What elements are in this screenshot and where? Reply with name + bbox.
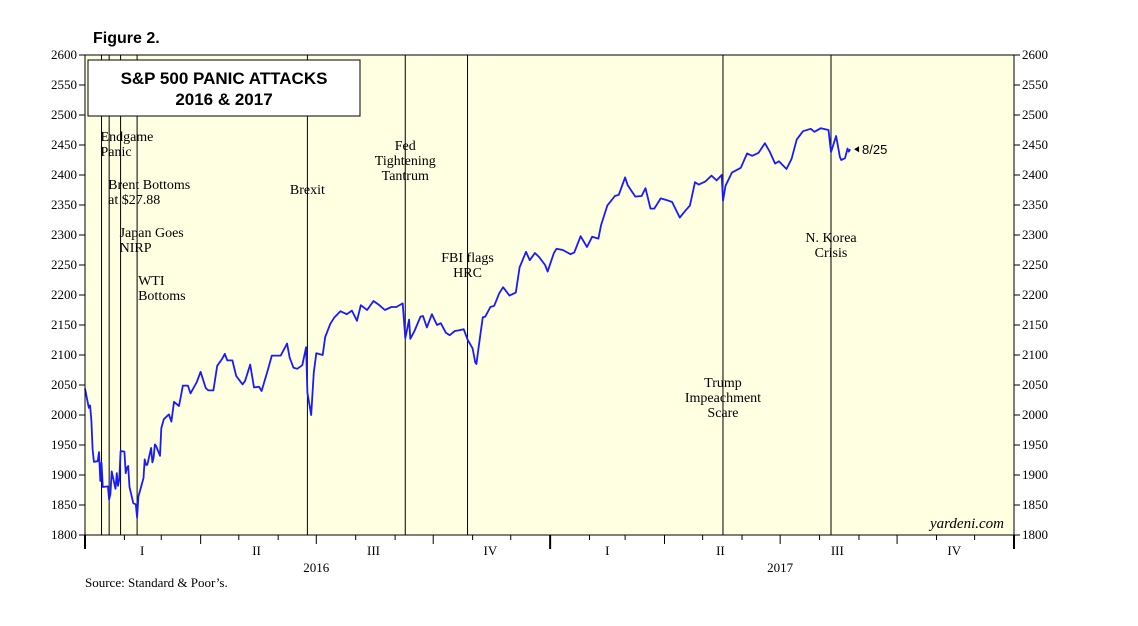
event-label-line: Endgame xyxy=(101,130,154,145)
event-label-line: Scare xyxy=(707,406,738,421)
y-tick-label-left: 2600 xyxy=(51,47,77,62)
y-tick-label-left: 2300 xyxy=(51,227,77,242)
y-tick-label-left: 2200 xyxy=(51,287,77,302)
event-label: Brent Bottoms at $27.88 xyxy=(108,178,190,208)
event-label: Japan Goes NIRP xyxy=(120,226,184,256)
watermark: yardeni.com xyxy=(928,516,1004,532)
event-label-line: HRC xyxy=(453,266,482,281)
event-label-line: Panic xyxy=(101,145,132,160)
event-label: Endgame Panic xyxy=(101,130,154,160)
y-tick-label-left: 1950 xyxy=(51,437,77,452)
chart-title-line-1: S&P 500 PANIC ATTACKS xyxy=(121,69,328,88)
event-label-line: Tightening xyxy=(375,154,436,169)
event-label-line: Brexit xyxy=(290,183,325,198)
y-tick-label-left: 2400 xyxy=(51,167,77,182)
y-tick-label-left: 2500 xyxy=(51,107,77,122)
y-tick-label-right: 2350 xyxy=(1022,197,1048,212)
y-tick-label-left: 2100 xyxy=(51,347,77,362)
end-marker xyxy=(854,146,860,153)
x-quarter-label: I xyxy=(140,543,144,558)
y-tick-label-left: 2250 xyxy=(51,257,77,272)
x-year-label: 2016 xyxy=(303,560,330,575)
event-label: Trump Impeachment Scare xyxy=(685,376,761,421)
source-note: Source: Standard & Poor’s. xyxy=(85,575,228,590)
y-tick-label-right: 2200 xyxy=(1022,287,1048,302)
y-tick-label-right: 2300 xyxy=(1022,227,1048,242)
figure-label: Figure 2. xyxy=(93,30,160,47)
series-line-sp500 xyxy=(84,127,851,519)
y-tick-label-right: 2400 xyxy=(1022,167,1048,182)
event-label: Fed Tightening Tantrum xyxy=(375,139,436,184)
x-quarter-label: I xyxy=(605,543,609,558)
y-tick-label-right: 1800 xyxy=(1022,527,1048,542)
event-label-line: FBI flags xyxy=(441,251,494,266)
event-label-line: Brent Bottoms xyxy=(108,178,190,193)
event-label-line: Japan Goes xyxy=(120,226,184,241)
event-label: Brexit xyxy=(290,183,325,198)
event-labels: Endgame Panic Brent Bottoms at $27.88 Japan … xyxy=(101,130,860,421)
x-quarter-label: II xyxy=(252,543,261,558)
x-year-label: 2017 xyxy=(767,560,794,575)
y-tick-label-right: 2450 xyxy=(1022,137,1048,152)
event-lines xyxy=(101,55,832,535)
x-quarter-label: IV xyxy=(484,543,498,558)
event-label-line: Tantrum xyxy=(382,169,429,184)
event-label-line: WTI xyxy=(138,274,165,289)
x-quarter-label: III xyxy=(831,543,844,558)
event-label: FBI flags HRC xyxy=(441,251,494,281)
x-quarter-label: III xyxy=(367,543,380,558)
y-tick-label-right: 2600 xyxy=(1022,47,1048,62)
y-tick-label-right: 1950 xyxy=(1022,437,1048,452)
title-box: S&P 500 PANIC ATTACKS 2016 & 2017 xyxy=(87,59,361,117)
y-tick-label-left: 2000 xyxy=(51,407,77,422)
x-quarter-label: II xyxy=(716,543,725,558)
y-tick-label-right: 1900 xyxy=(1022,467,1048,482)
event-label-line: at $27.88 xyxy=(108,193,160,208)
y-tick-label-right: 2150 xyxy=(1022,317,1048,332)
y-tick-label-right: 1850 xyxy=(1022,497,1048,512)
event-label-line: Impeachment xyxy=(685,391,761,406)
y-tick-label-left: 2050 xyxy=(51,377,77,392)
y-tick-label-left: 2150 xyxy=(51,317,77,332)
event-label: WTI Bottoms xyxy=(138,274,185,304)
y-tick-label-right: 2000 xyxy=(1022,407,1048,422)
y-tick-label-left: 1900 xyxy=(51,467,77,482)
y-tick-label-right: 2250 xyxy=(1022,257,1048,272)
event-label-line: N. Korea xyxy=(805,231,857,246)
end-label: 8/25 xyxy=(862,142,887,157)
y-tick-label-right: 2550 xyxy=(1022,77,1048,92)
event-label-line: NIRP xyxy=(120,241,152,256)
y-tick-label-right: 2500 xyxy=(1022,107,1048,122)
y-axis-left: 1800 1850 1900 1950 2000 2050 2100 2150 2200 2250… xyxy=(51,47,85,542)
y-tick-label-left: 2550 xyxy=(51,77,77,92)
event-label-line: Bottoms xyxy=(138,289,185,304)
y-tick-label-left: 2450 xyxy=(51,137,77,152)
event-label-line: Fed xyxy=(395,139,416,154)
chart-title-line-2: 2016 & 2017 xyxy=(175,90,272,109)
y-tick-label-left: 1800 xyxy=(51,527,77,542)
y-tick-label-right: 2100 xyxy=(1022,347,1048,362)
y-tick-label-right: 2050 xyxy=(1022,377,1048,392)
y-tick-label-left: 1850 xyxy=(51,497,77,512)
plot-area xyxy=(85,55,1014,535)
y-axis-right: 1800 1850 1900 1950 2000 2050 2100 2150 2200 2250… xyxy=(1014,47,1048,542)
y-tick-label-left: 2350 xyxy=(51,197,77,212)
event-label-line: Crisis xyxy=(815,246,848,261)
event-label-line: Trump xyxy=(704,376,742,391)
x-quarter-label: IV xyxy=(947,543,961,558)
event-label: N. Korea Crisis xyxy=(805,231,857,261)
